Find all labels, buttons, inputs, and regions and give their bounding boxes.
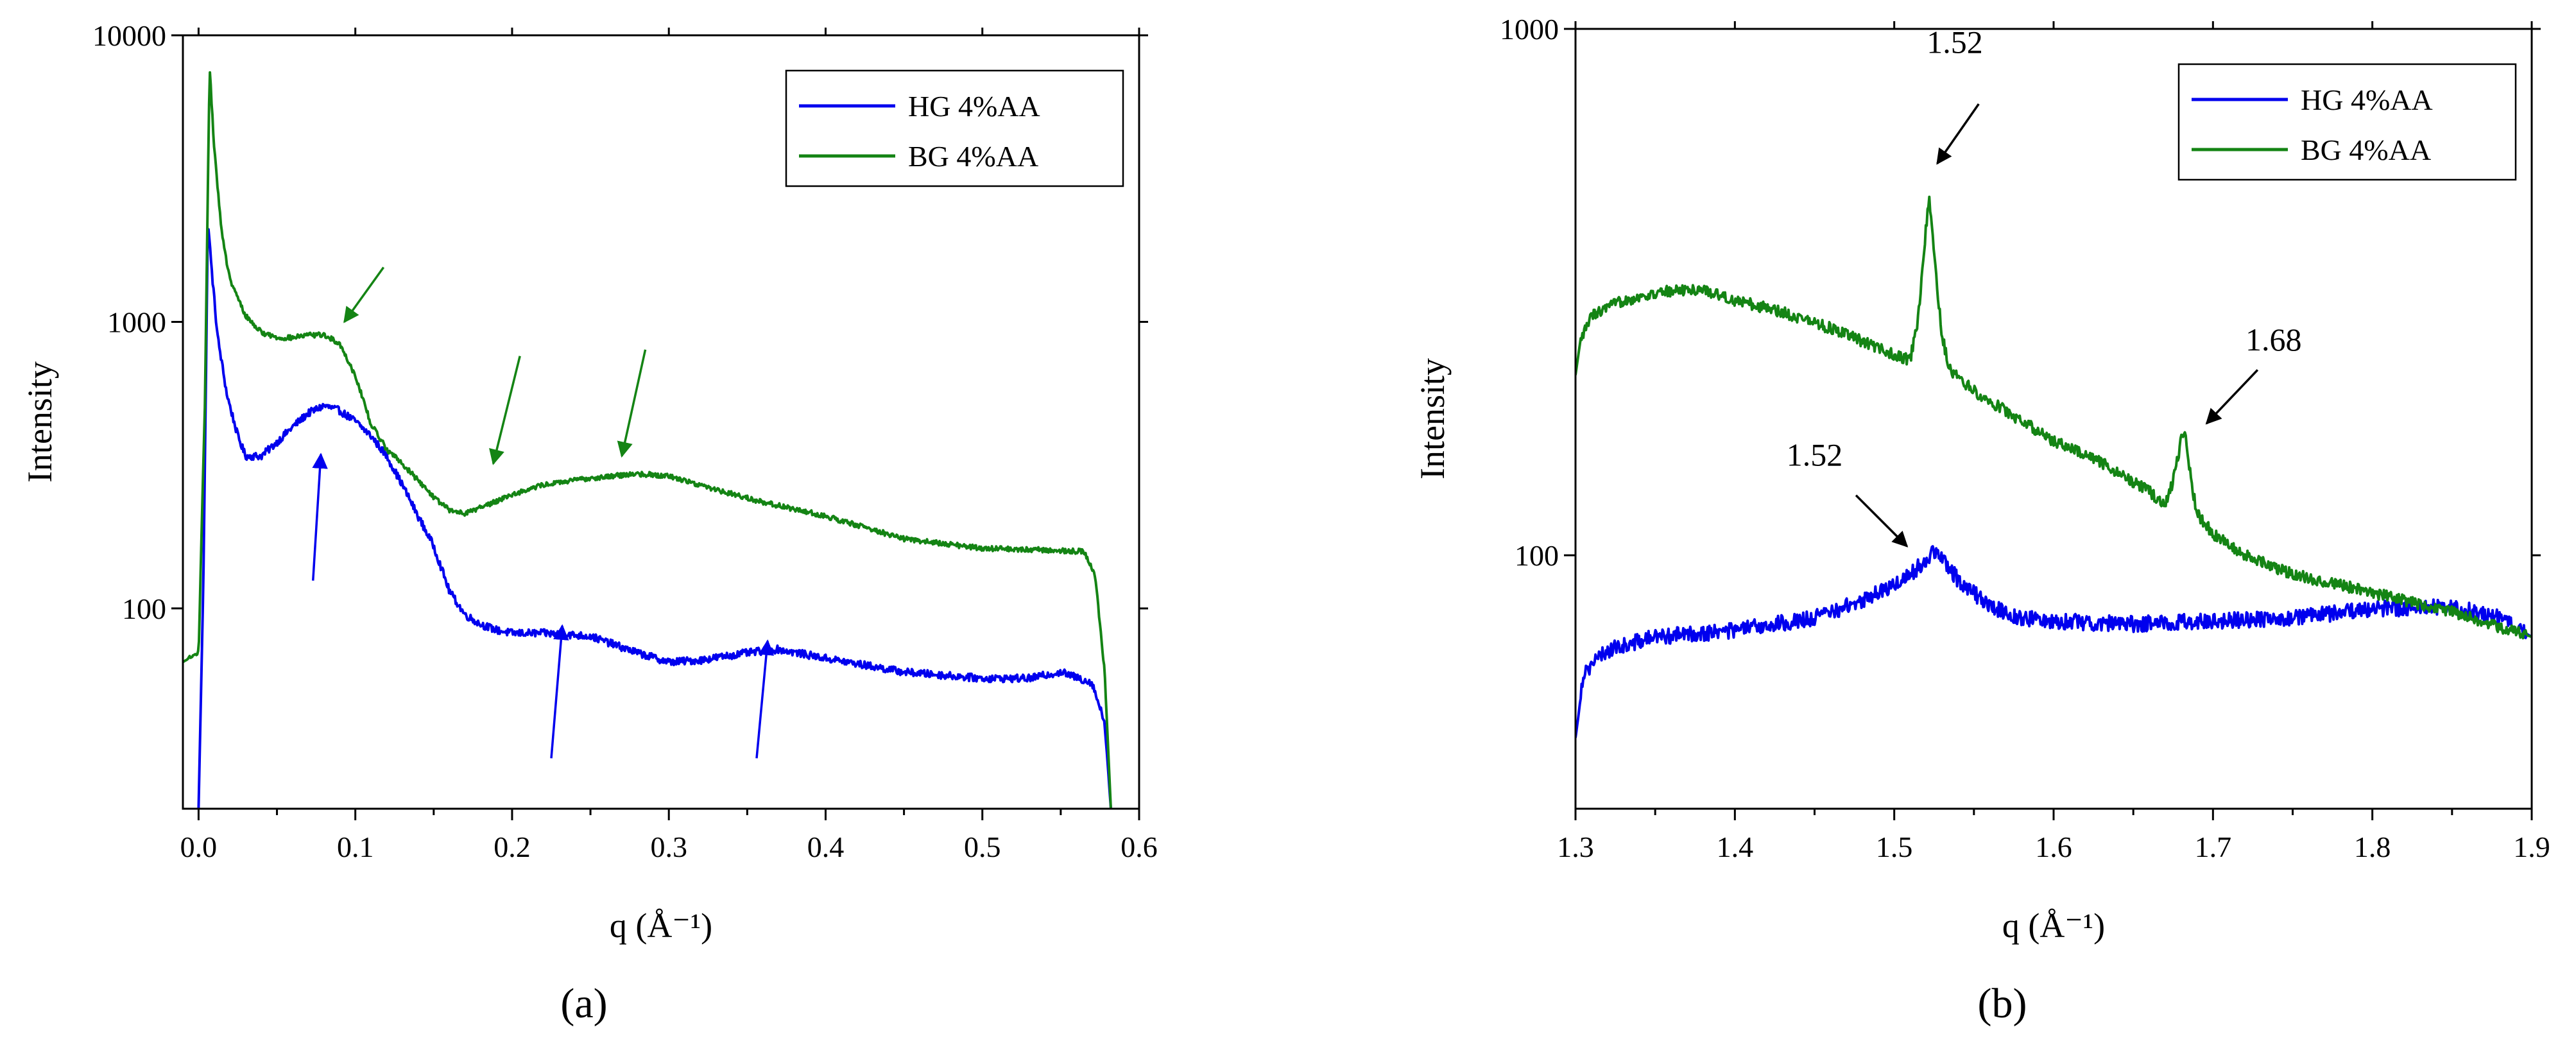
- plot-frame: [182, 34, 1140, 810]
- x-tick-label: 1.8: [2354, 831, 2391, 863]
- series-line-hg-a: [197, 228, 1112, 809]
- x-tick-label: 0.1: [337, 831, 374, 863]
- x-axis-label: q (Å⁻¹): [2002, 906, 2105, 945]
- annotation-arrow: [343, 266, 385, 323]
- y-tick-label: 10000: [92, 19, 166, 52]
- x-tick-label: 1.7: [2195, 831, 2232, 863]
- legend-box: [785, 69, 1124, 187]
- y-axis-label: Intensity: [21, 361, 59, 483]
- panel-label-a: (a): [560, 980, 607, 1027]
- annotation-arrow: [755, 639, 775, 759]
- y-axis-label: Intensity: [1413, 358, 1452, 479]
- annotation-arrow: [1936, 103, 1980, 165]
- x-tick-label: 1.4: [1717, 831, 1754, 863]
- annotation-arrow: [617, 349, 647, 458]
- peak-label: 1.52: [1927, 24, 1983, 60]
- series-line-bg-b: [1576, 195, 2532, 640]
- peak-label: 1.68: [2245, 322, 2302, 358]
- x-axis-label: q (Å⁻¹): [610, 906, 712, 945]
- annotation-arrow: [311, 453, 328, 581]
- x-tick-label: 0.3: [650, 831, 687, 863]
- chart-panel-b: 1.3 1.4 1.5 1.6 1.7 1.8 1.9 100 1000 q (Å⁻¹) Inten…: [1413, 13, 2550, 945]
- legend-box: [2177, 63, 2517, 181]
- annotation-arrow: [550, 624, 569, 759]
- chart-panel-a: 0.0 0.1 0.2 0.3 0.4 0.5 0.6 100 1000 10000 q (Å⁻¹)…: [21, 19, 1158, 945]
- y-tick-label: 1000: [1500, 13, 1559, 46]
- x-tick-label: 1.9: [2513, 831, 2550, 863]
- annotation-arrow: [489, 356, 521, 465]
- y-tick-label: 100: [1515, 539, 1559, 572]
- x-tick-label: 1.5: [1876, 831, 1913, 863]
- y-tick-label: 100: [122, 592, 166, 625]
- x-tick-label: 0.4: [807, 831, 845, 863]
- x-tick-label: 1.3: [1557, 831, 1594, 863]
- panel-label-b: (b): [1978, 980, 2027, 1027]
- annotation-arrow: [2205, 369, 2259, 425]
- legend-label: BG 4%AA: [908, 140, 1038, 173]
- legend-label: BG 4%AA: [2301, 134, 2431, 166]
- series-line-hg-b: [1576, 545, 2532, 738]
- legend-label: HG 4%AA: [2301, 83, 2433, 116]
- x-tick-label: 0.2: [494, 831, 531, 863]
- x-tick-label: 1.6: [2035, 831, 2072, 863]
- y-tick-label: 1000: [107, 306, 166, 338]
- series-line-bg-a: [183, 71, 1112, 809]
- legend: HG 4%AA BG 4%AA: [2177, 63, 2517, 181]
- legend: HG 4%AA BG 4%AA: [785, 69, 1124, 187]
- peak-label: 1.52: [1787, 436, 1843, 472]
- legend-label: HG 4%AA: [908, 90, 1040, 123]
- annotation-arrow: [1855, 494, 1909, 547]
- x-tick-label: 0.5: [964, 831, 1001, 863]
- x-tick-label: 0.6: [1121, 831, 1158, 863]
- x-tick-label: 0.0: [180, 831, 218, 863]
